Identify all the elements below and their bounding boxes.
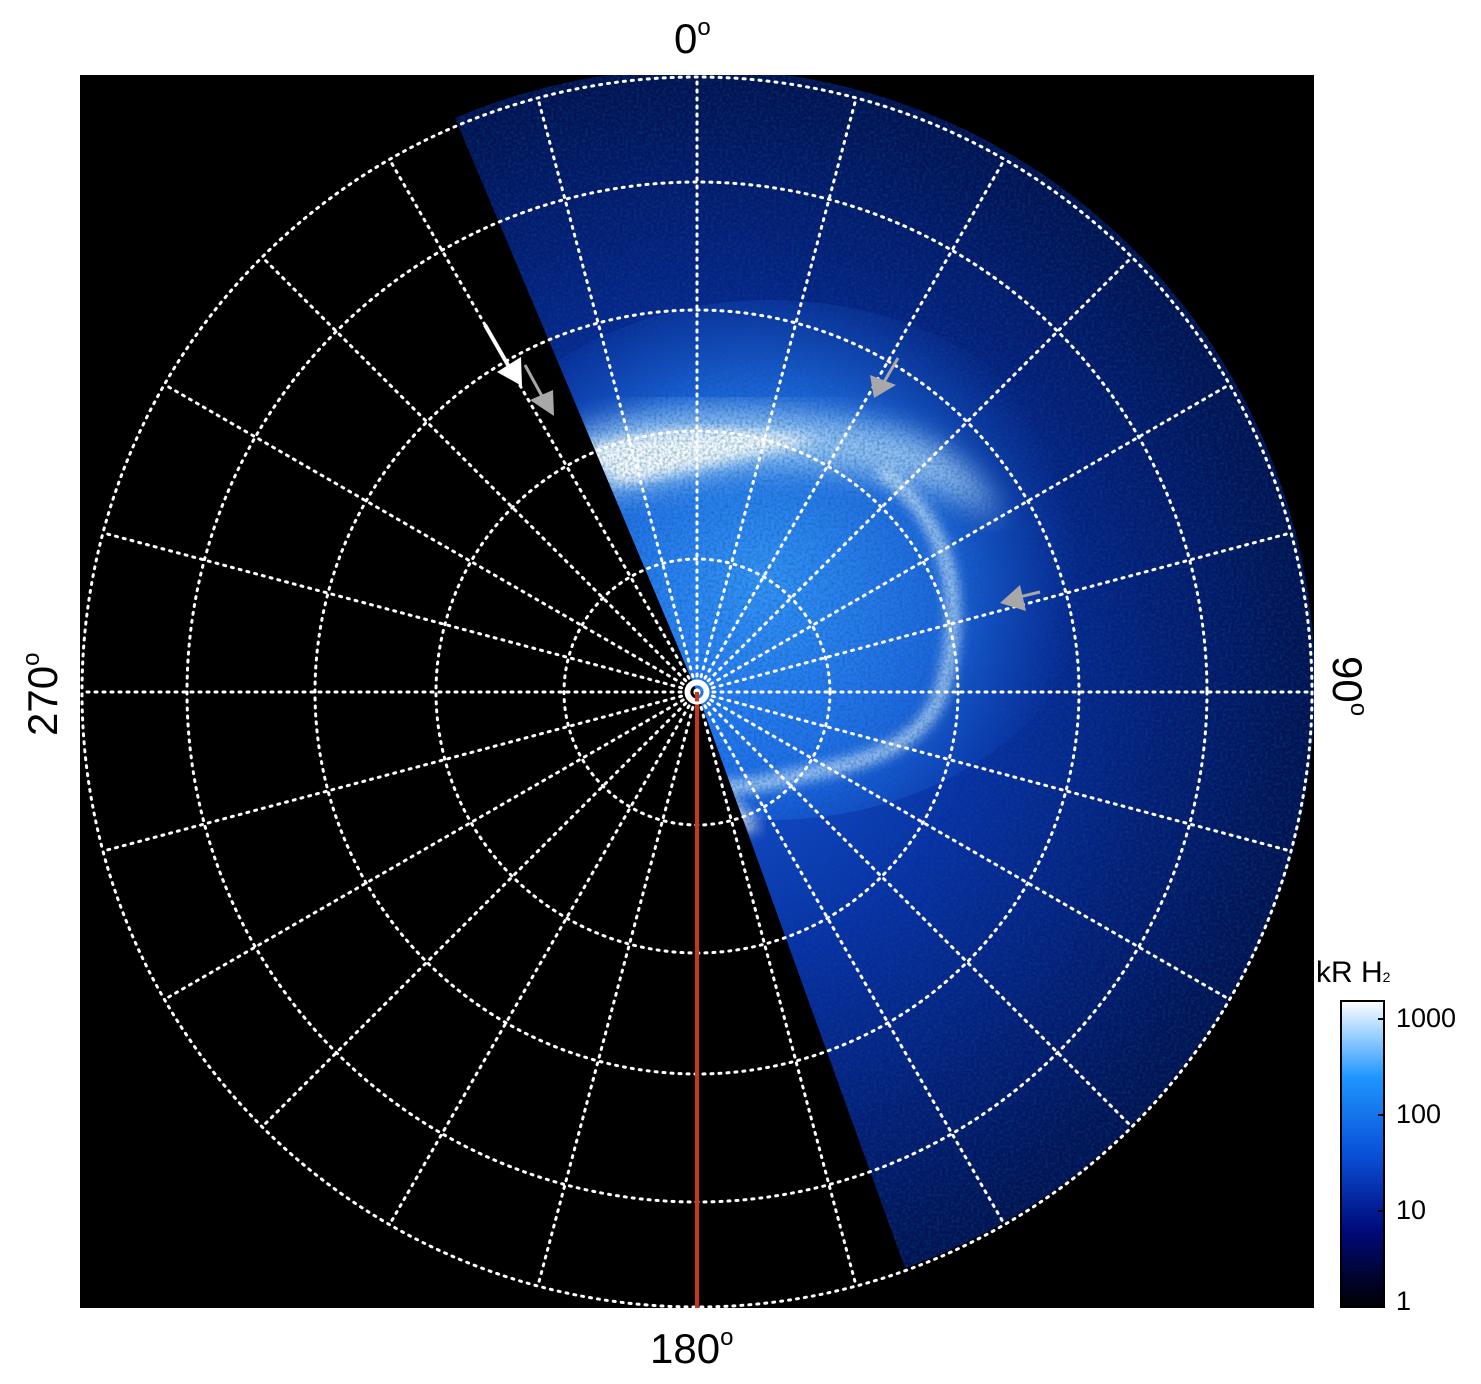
- arrow-grey-2: [870, 357, 900, 398]
- grid-spoke: [388, 157, 699, 694]
- label-270-deg: 270o: [18, 652, 66, 736]
- colorbar-ticks: [1378, 1018, 1384, 1307]
- colorbar-tick-1: 1: [1396, 1286, 1412, 1316]
- grid-spoke: [101, 690, 699, 853]
- grid-spoke: [536, 96, 699, 694]
- polar-grid: [80, 75, 1314, 1308]
- grid-spoke: [162, 690, 699, 1001]
- grid-spoke: [695, 255, 1134, 694]
- pole-marker: [684, 679, 710, 705]
- grid-spoke: [695, 531, 1293, 694]
- colorbar-tick-100: 100: [1396, 1099, 1442, 1129]
- grid-spoke: [695, 690, 1134, 1129]
- label-180-deg: 180o: [650, 1324, 734, 1372]
- grid-spoke: [260, 690, 699, 1129]
- grid-spoke: [695, 383, 1232, 694]
- colorbar: [1340, 1000, 1385, 1308]
- arrow-grey-3: [1000, 585, 1041, 611]
- grid-spoke: [695, 690, 858, 1288]
- label-0-deg: 0o: [674, 14, 711, 62]
- arrow-grey-1: [523, 364, 554, 416]
- grid-spoke: [536, 690, 699, 1288]
- grid-spoke: [695, 690, 1293, 853]
- grid-spoke: [388, 690, 699, 1227]
- grid-spoke: [695, 157, 1006, 694]
- grid-spoke: [260, 255, 699, 694]
- grid-spoke: [695, 690, 1232, 1001]
- arrow-white: [483, 324, 522, 386]
- grid-spoke: [695, 96, 858, 694]
- grid-spoke: [101, 531, 699, 694]
- grid-spoke: [695, 690, 1006, 1227]
- colorbar-tick-10: 10: [1396, 1195, 1427, 1225]
- colorbar-title: kR H2: [1316, 956, 1391, 989]
- grid-spoke: [162, 383, 699, 694]
- colorbar-tick-1000: 1000: [1396, 1003, 1457, 1033]
- label-90-deg: 90o: [1324, 656, 1372, 717]
